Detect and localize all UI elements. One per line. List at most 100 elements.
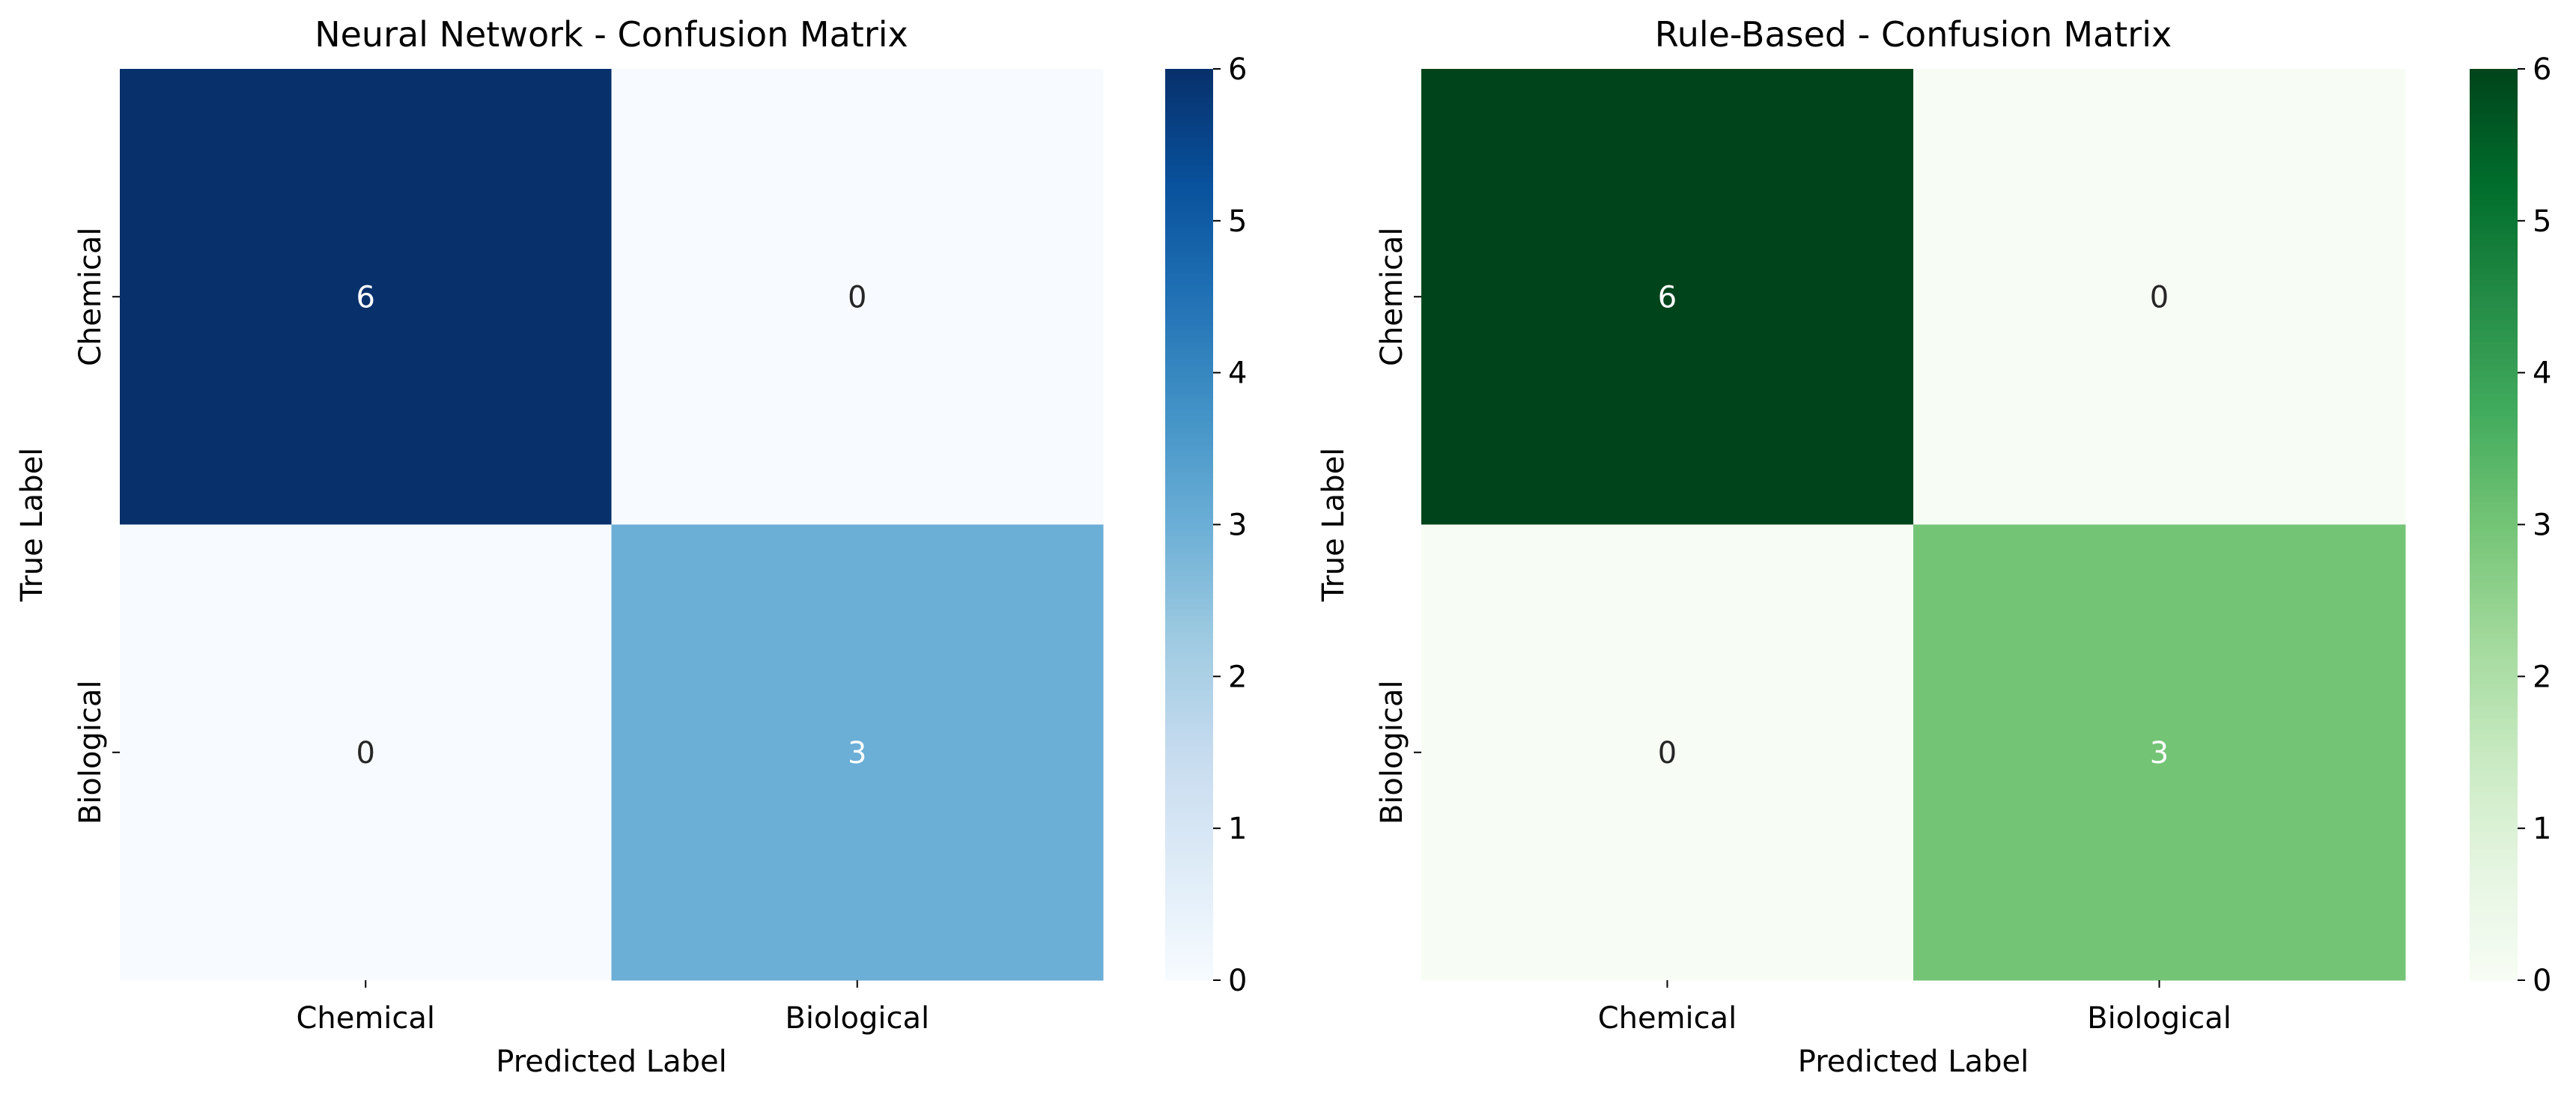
y-axis-label: True Label bbox=[1316, 448, 1351, 603]
colorbar-segment bbox=[1165, 752, 1213, 759]
colorbar-segment bbox=[2470, 131, 2518, 138]
colorbar-segment bbox=[1165, 410, 1213, 417]
colorbar-segment bbox=[2470, 872, 2518, 878]
colorbar-segment bbox=[2470, 741, 2518, 747]
colorbar-segment bbox=[1165, 103, 1213, 109]
colorbar-segment bbox=[1165, 353, 1213, 360]
colorbar-segment bbox=[2470, 268, 2518, 275]
colorbar-segment bbox=[1165, 461, 1213, 469]
heatmap-cell bbox=[1913, 69, 2406, 525]
colorbar-segment bbox=[1165, 878, 1213, 884]
colorbar-segment bbox=[1165, 559, 1213, 565]
colorbar-segment bbox=[1165, 610, 1213, 616]
colorbar-segment bbox=[1165, 883, 1213, 890]
colorbar-segment bbox=[2470, 860, 2518, 867]
colorbar-segment bbox=[2470, 780, 2518, 787]
colorbar-segment bbox=[2470, 74, 2518, 81]
colorbar-segment bbox=[1165, 216, 1213, 223]
colorbar-segment bbox=[2470, 883, 2518, 890]
colorbar-segment bbox=[1165, 297, 1213, 303]
colorbar-segment bbox=[2470, 843, 2518, 850]
colorbar-tick-label: 3 bbox=[1228, 508, 1247, 543]
colorbar-segment bbox=[2470, 211, 2518, 218]
colorbar-segment bbox=[1165, 74, 1213, 81]
colorbar-segment bbox=[1165, 325, 1213, 332]
colorbar-segment bbox=[2470, 279, 2518, 286]
colorbar-segment bbox=[2470, 456, 2518, 463]
colorbar-segment bbox=[2470, 655, 2518, 662]
colorbar-segment bbox=[1165, 308, 1213, 315]
colorbar-segment bbox=[1165, 957, 1213, 964]
colorbar-segment bbox=[2470, 188, 2518, 195]
colorbar-segment bbox=[1165, 416, 1213, 423]
y-axis-label: True Label bbox=[15, 448, 49, 603]
colorbar-segment bbox=[2470, 297, 2518, 303]
colorbar-segment bbox=[1165, 644, 1213, 651]
colorbar-segment bbox=[1165, 974, 1213, 981]
colorbar-segment bbox=[1165, 456, 1213, 463]
colorbar-segment bbox=[1165, 803, 1213, 810]
colorbar-segment bbox=[1165, 445, 1213, 452]
colorbar-segment bbox=[2470, 729, 2518, 736]
colorbar-segment bbox=[1165, 900, 1213, 907]
colorbar-segment bbox=[2470, 302, 2518, 309]
colorbar-segment bbox=[1165, 97, 1213, 104]
colorbar-segment bbox=[1165, 791, 1213, 799]
colorbar-segment bbox=[2470, 97, 2518, 104]
colorbar-tick-label: 2 bbox=[2533, 660, 2551, 694]
colorbar-segment bbox=[1165, 85, 1213, 93]
colorbar-segment bbox=[2470, 940, 2518, 946]
colorbar-segment bbox=[1165, 849, 1213, 856]
heatmap-cell bbox=[120, 524, 612, 981]
colorbar-segment bbox=[1165, 114, 1213, 121]
colorbar-segment bbox=[1165, 723, 1213, 730]
colorbar-segment bbox=[2470, 308, 2518, 315]
colorbar-tick-label: 6 bbox=[2533, 52, 2551, 87]
colorbar-segment bbox=[2470, 137, 2518, 144]
colorbar-segment bbox=[1165, 484, 1213, 491]
colorbar-segment bbox=[1165, 780, 1213, 787]
colorbar-segment bbox=[1165, 963, 1213, 970]
colorbar-segment bbox=[2470, 461, 2518, 469]
cell-annotation: 6 bbox=[356, 280, 375, 315]
colorbar-segment bbox=[2470, 649, 2518, 657]
colorbar-segment bbox=[1165, 154, 1213, 161]
colorbar-segment bbox=[2470, 718, 2518, 725]
colorbar-segment bbox=[1165, 502, 1213, 508]
colorbar-segment bbox=[1165, 120, 1213, 127]
colorbar-segment bbox=[2470, 103, 2518, 109]
colorbar-segment bbox=[1165, 747, 1213, 753]
colorbar-segment bbox=[2470, 234, 2518, 240]
colorbar-segment bbox=[2470, 627, 2518, 633]
colorbar-segment bbox=[1165, 712, 1213, 719]
colorbar-segment bbox=[2470, 410, 2518, 417]
colorbar-segment bbox=[2470, 330, 2518, 338]
colorbar-segment bbox=[1165, 137, 1213, 144]
colorbar-segment bbox=[1165, 923, 1213, 930]
colorbar-segment bbox=[1165, 706, 1213, 714]
colorbar-segment bbox=[2470, 559, 2518, 565]
colorbar-segment bbox=[2470, 194, 2518, 201]
colorbar-tick-label: 5 bbox=[1228, 204, 1247, 239]
colorbar-segment bbox=[2470, 154, 2518, 161]
colorbar-segment bbox=[2470, 917, 2518, 924]
colorbar-segment bbox=[2470, 513, 2518, 520]
colorbar-segment bbox=[2470, 752, 2518, 759]
colorbar-segment bbox=[1165, 633, 1213, 639]
colorbar-segment bbox=[2470, 661, 2518, 668]
colorbar-segment bbox=[2470, 183, 2518, 189]
y-tick-label: Biological bbox=[1375, 680, 1409, 824]
colorbar-segment bbox=[2470, 786, 2518, 793]
colorbar-segment bbox=[2470, 633, 2518, 639]
colorbar-segment bbox=[2470, 968, 2518, 975]
colorbar-segment bbox=[1165, 758, 1213, 765]
colorbar-segment bbox=[2470, 592, 2518, 599]
colorbar-segment bbox=[1165, 860, 1213, 867]
colorbar-segment bbox=[1165, 832, 1213, 839]
colorbar-segment bbox=[1165, 581, 1213, 588]
colorbar-segment bbox=[1165, 695, 1213, 702]
colorbar-segment bbox=[1165, 80, 1213, 87]
colorbar-segment bbox=[1165, 763, 1213, 771]
colorbar-segment bbox=[1165, 188, 1213, 195]
colorbar-segment bbox=[2470, 695, 2518, 702]
